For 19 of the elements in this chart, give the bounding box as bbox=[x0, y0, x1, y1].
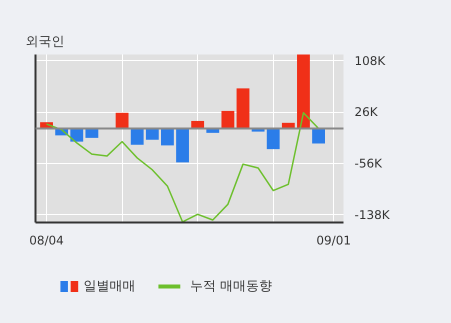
bar bbox=[146, 128, 159, 140]
legend-label: 일별매매 bbox=[83, 279, 136, 294]
bar bbox=[130, 128, 144, 145]
bar bbox=[221, 110, 234, 128]
x-tick-label: 08/04 bbox=[29, 234, 64, 248]
chart-title: 외국인 bbox=[26, 34, 64, 50]
x-tick-label: 09/01 bbox=[316, 234, 351, 248]
bar bbox=[266, 128, 280, 150]
y-tick-label: 26K bbox=[354, 105, 379, 120]
bar bbox=[312, 128, 325, 144]
y-tick-label: -56K bbox=[354, 156, 384, 171]
bar bbox=[176, 128, 189, 162]
bar bbox=[116, 112, 129, 128]
y-tick-label: 108K bbox=[354, 54, 386, 68]
bar bbox=[297, 54, 310, 128]
bar bbox=[236, 88, 250, 128]
legend-label: 누적 매매동향 bbox=[190, 279, 272, 294]
bar bbox=[161, 128, 174, 146]
y-tick-label: -138K bbox=[354, 208, 391, 222]
